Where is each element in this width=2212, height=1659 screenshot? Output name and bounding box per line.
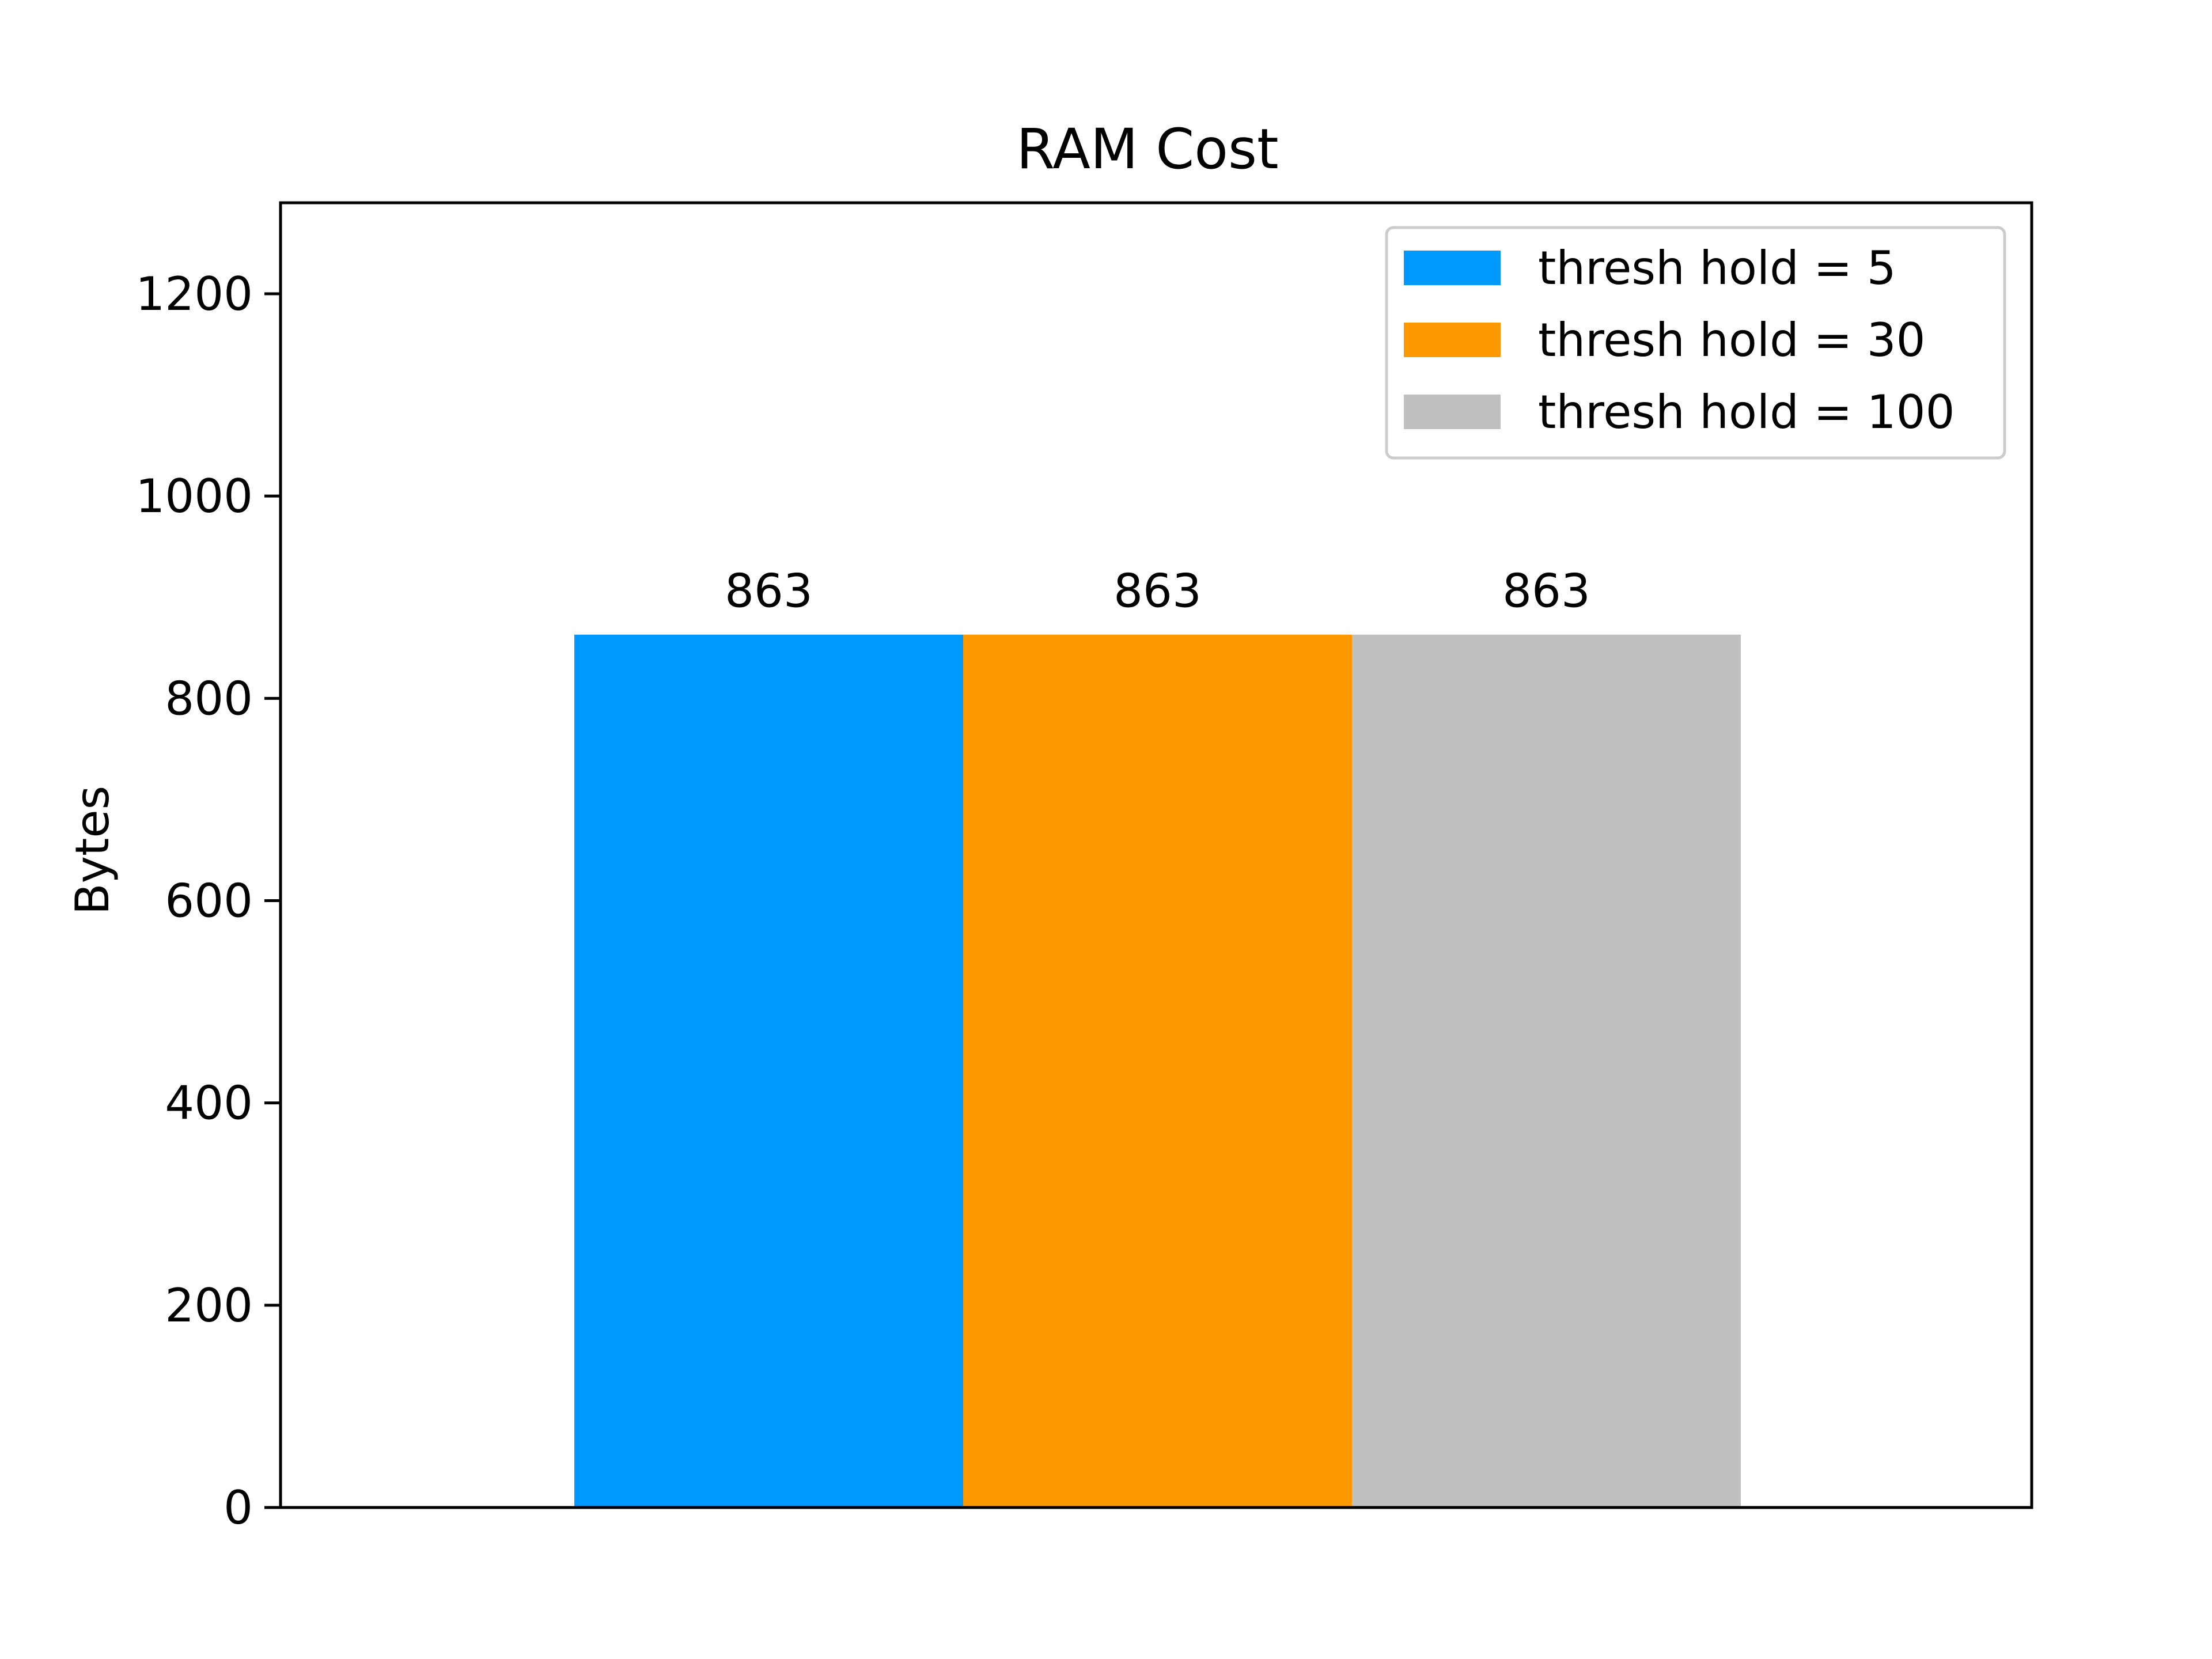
legend: thresh hold = 5 thresh hold = 30 thresh ho… xyxy=(1385,226,2006,460)
bar-value-label-2: 863 xyxy=(1113,565,1202,618)
legend-swatch-1 xyxy=(1404,251,1501,285)
legend-swatch-3 xyxy=(1404,395,1501,429)
legend-label-3: thresh hold = 100 xyxy=(1538,385,1955,439)
legend-label-1: thresh hold = 5 xyxy=(1538,241,1896,295)
y-tick-label: 200 xyxy=(165,1279,253,1332)
plot-area: 863 863 863 0 200 400 600 800 1000 1200 xyxy=(135,201,2033,1535)
legend-swatch-2 xyxy=(1404,323,1501,357)
y-tick-label: 600 xyxy=(165,874,253,928)
chart-title: RAM Cost xyxy=(1016,117,1278,181)
y-tick-label: 1000 xyxy=(135,469,253,523)
y-tick-label: 800 xyxy=(165,672,253,725)
bar-3 xyxy=(1352,634,1741,1508)
y-axis-label: Bytes xyxy=(66,786,119,915)
plot-frame xyxy=(279,201,2033,1509)
bar-value-label-1: 863 xyxy=(725,565,813,618)
legend-label-2: thresh hold = 30 xyxy=(1538,313,1926,367)
y-tick-label: 1200 xyxy=(135,267,253,321)
legend-box xyxy=(1385,226,2006,460)
bar-1 xyxy=(574,634,963,1508)
bar-value-label-3: 863 xyxy=(1502,565,1590,618)
y-tick-label: 400 xyxy=(165,1077,253,1130)
y-tick-label: 0 xyxy=(224,1481,253,1535)
bar-2 xyxy=(963,634,1352,1508)
